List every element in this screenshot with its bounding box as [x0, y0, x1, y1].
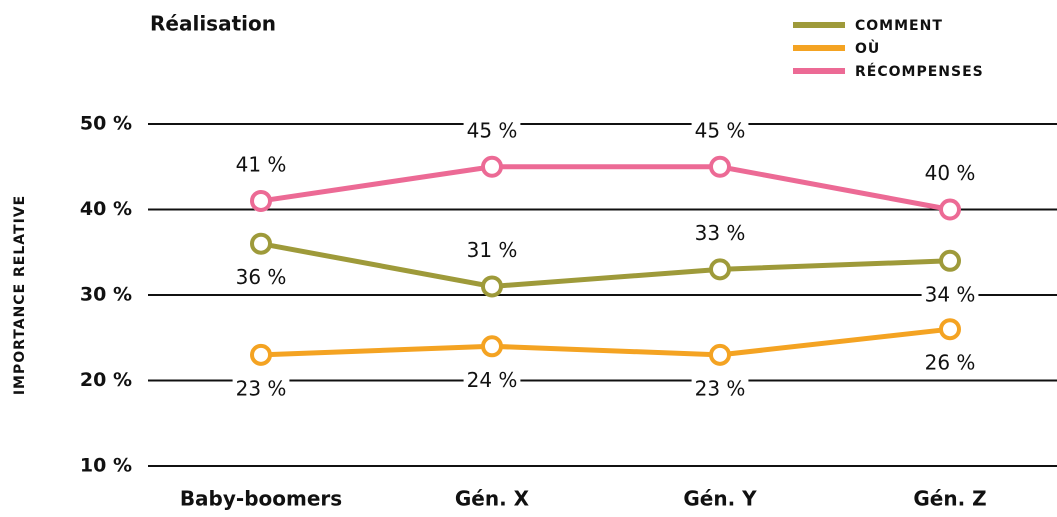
legend-label: COMMENT: [855, 18, 943, 34]
data-label-bg: [921, 283, 979, 308]
data-point: [481, 275, 503, 298]
series-line: [260, 326, 951, 358]
y-tick-label: 10 %: [80, 455, 132, 477]
data-label: 31 %: [467, 238, 518, 262]
data-label: 34 %: [925, 282, 976, 306]
data-label-bg: [463, 369, 521, 394]
data-point: [939, 249, 961, 272]
data-point: [939, 198, 961, 221]
data-label: 24 %: [467, 368, 518, 392]
data-label-bg: [232, 153, 290, 178]
x-tick-label: Gén. Z: [913, 487, 986, 511]
data-point: [250, 232, 272, 255]
data-label-bg: [232, 266, 290, 291]
data-point: [709, 258, 731, 281]
data-label-bg: [921, 352, 979, 377]
data-label-bg: [921, 162, 979, 187]
x-tick-label: Gén. Y: [683, 487, 757, 511]
legend-label: RÉCOMPENSES: [855, 63, 984, 80]
data-label: 45 %: [467, 118, 518, 142]
data-label-bg: [232, 377, 290, 402]
data-label-bg: [463, 239, 521, 264]
series-line: [260, 164, 951, 212]
y-tick-label: 30 %: [80, 284, 132, 306]
data-label: 45 %: [695, 118, 746, 142]
y-tick-label: 50 %: [80, 113, 132, 135]
data-point: [250, 189, 272, 212]
data-point: [709, 343, 731, 366]
legend-label: OÙ: [855, 39, 880, 57]
data-label: 23 %: [236, 376, 287, 400]
data-point: [939, 318, 961, 341]
x-tick-label: Baby-boomers: [180, 487, 342, 511]
data-label: 33 %: [695, 221, 746, 245]
data-label: 40 %: [925, 161, 976, 185]
data-point: [481, 335, 503, 358]
data-label-bg: [691, 222, 749, 247]
data-label: 23 %: [695, 376, 746, 400]
data-label: 36 %: [236, 265, 287, 289]
data-label-bg: [691, 377, 749, 402]
data-label-bg: [463, 119, 521, 144]
chart-title: Réalisation: [150, 12, 276, 36]
y-axis-title: IMPORTANCE RELATIVE: [12, 195, 28, 395]
series-line: [260, 241, 951, 289]
data-label: 41 %: [236, 152, 287, 176]
data-point: [250, 343, 272, 366]
data-point: [481, 155, 503, 178]
x-tick-label: Gén. X: [455, 487, 530, 511]
data-label-bg: [691, 119, 749, 144]
y-tick-label: 20 %: [80, 369, 132, 391]
data-point: [709, 155, 731, 178]
y-tick-label: 40 %: [80, 198, 132, 220]
data-label: 26 %: [925, 351, 976, 375]
